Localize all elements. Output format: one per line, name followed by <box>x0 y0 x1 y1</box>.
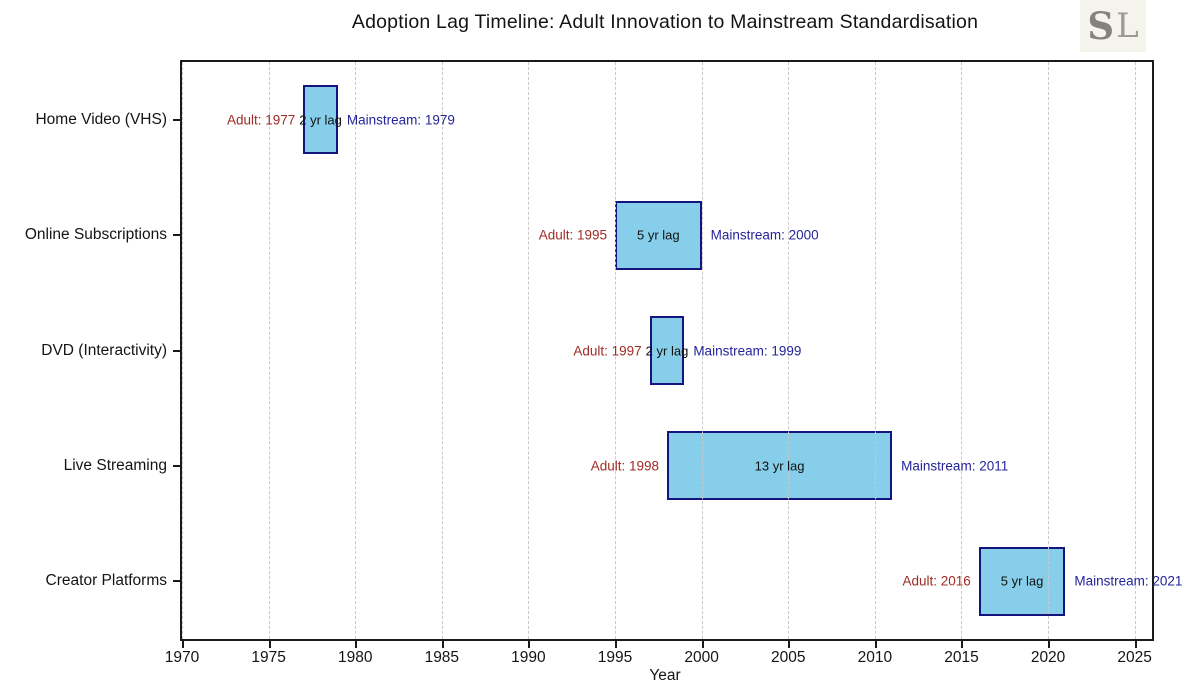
adult-year-label-live-streaming: Adult: 1998 <box>590 458 659 474</box>
x-tick-mark-2010 <box>874 641 877 648</box>
gridline-2025 <box>1134 62 1136 639</box>
x-tick-mark-1985 <box>441 641 444 648</box>
logo-letter-s: S <box>1087 3 1115 48</box>
x-tick-mark-2005 <box>788 641 791 648</box>
bar-live-streaming <box>667 431 893 501</box>
x-axis-label: Year <box>649 667 681 684</box>
mainstream-year-label-online-subscriptions: Mainstream: 2000 <box>710 227 819 243</box>
gridline-1985 <box>441 62 443 639</box>
x-tick-label-2015: 2015 <box>944 649 979 666</box>
gridline-1980 <box>355 62 357 639</box>
x-tick-label-2005: 2005 <box>771 649 806 666</box>
x-tick-label-1970: 1970 <box>164 649 200 666</box>
x-tick-mark-1990 <box>528 641 531 648</box>
lag-label-home-video-vhs: 2 yr lag <box>299 112 342 128</box>
x-tick-mark-2025 <box>1134 641 1137 648</box>
y-axis-category-label-dvd-interactivity: DVD (Interactivity) <box>41 341 167 359</box>
plot-area: 2 yr lag Adult: 1977 Mainstream: 1979 Home … <box>25 60 1182 666</box>
chart-title: Adoption Lag Timeline: Adult Innovation … <box>351 11 979 33</box>
x-tick-label-1990: 1990 <box>511 649 546 666</box>
bar-creator-platforms <box>978 546 1066 616</box>
x-tick-label-2020: 2020 <box>1030 649 1066 666</box>
x-tick-mark-2000 <box>701 641 704 648</box>
x-tick-mark-2015 <box>961 641 964 648</box>
logo-letter-l: L <box>1116 6 1139 46</box>
gridline-2020 <box>1048 62 1050 639</box>
x-tick-mark-1995 <box>615 641 618 648</box>
gridline-1990 <box>528 62 530 639</box>
gridline-1970 <box>182 62 183 639</box>
mainstream-year-label-dvd-interactivity: Mainstream: 1999 <box>693 343 802 358</box>
y-axis-category-label-online-subscriptions: Online Subscriptions <box>24 226 167 244</box>
x-tick-mark-1970 <box>182 641 184 648</box>
lag-label-live-streaming: 13 yr lag <box>754 458 805 474</box>
x-tick-label-1980: 1980 <box>337 649 373 666</box>
bar-home-video-vhs <box>303 85 338 155</box>
mainstream-year-label-live-streaming: Mainstream: 2011 <box>901 458 1009 474</box>
gridline-1975 <box>268 62 270 639</box>
x-tick-label-2000: 2000 <box>684 649 719 666</box>
x-tick-mark-1975 <box>268 641 271 648</box>
y-tick-mark-live-streaming <box>173 464 182 467</box>
x-tick-mark-2020 <box>1048 641 1051 648</box>
y-axis-category-label-home-video-vhs: Home Video (VHS) <box>35 110 167 128</box>
x-tick-label-2010: 2010 <box>857 649 893 666</box>
gridline-2000 <box>701 62 703 639</box>
y-tick-mark-online-subscriptions <box>173 234 182 237</box>
x-tick-label-1995: 1995 <box>597 649 633 666</box>
mainstream-year-label-home-video-vhs: Mainstream: 1979 <box>346 112 455 128</box>
adult-year-label-home-video-vhs: Adult: 1977 <box>226 112 296 128</box>
lag-label-dvd-interactivity: 2 yr lag <box>645 343 689 358</box>
y-tick-mark-creator-platforms <box>173 580 182 583</box>
adult-year-label-online-subscriptions: Adult: 1995 <box>538 227 608 243</box>
brand-logo: S L <box>1080 0 1146 52</box>
y-tick-mark-dvd-interactivity <box>173 349 182 352</box>
adult-year-label-creator-platforms: Adult: 2016 <box>902 573 971 589</box>
bar-dvd-interactivity <box>649 316 685 385</box>
y-axis-category-label-live-streaming: Live Streaming <box>63 456 167 474</box>
x-tick-mark-1980 <box>355 641 358 648</box>
mainstream-year-label-creator-platforms: Mainstream: 2021 <box>1074 573 1183 589</box>
gridline-1995 <box>615 62 617 639</box>
gridline-2015 <box>961 62 963 639</box>
y-tick-mark-home-video-vhs <box>173 118 182 121</box>
x-tick-label-1975: 1975 <box>251 649 286 666</box>
x-tick-label-2025: 2025 <box>1117 649 1152 666</box>
gridline-2005 <box>788 62 790 639</box>
y-axis-category-label-creator-platforms: Creator Platforms <box>45 572 167 590</box>
lag-label-creator-platforms: 5 yr lag <box>1000 573 1044 589</box>
x-tick-label-1985: 1985 <box>424 649 460 666</box>
adult-year-label-dvd-interactivity: Adult: 1997 <box>573 343 642 358</box>
gridline-2010 <box>874 62 876 639</box>
lag-label-online-subscriptions: 5 yr lag <box>637 227 680 243</box>
